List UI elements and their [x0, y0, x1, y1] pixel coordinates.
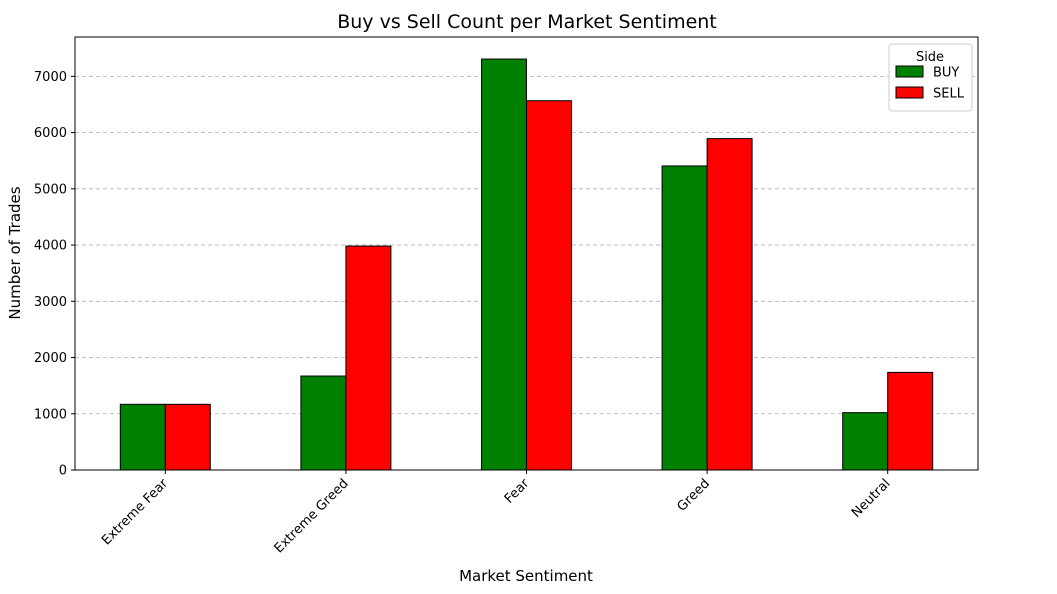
bar-sell-fear: [526, 100, 572, 471]
x-tick-label: Fear: [502, 476, 533, 507]
legend-title: Side: [916, 50, 944, 65]
y-tick-label: 6000: [34, 126, 67, 141]
y-axis-title: Number of Trades: [6, 186, 24, 319]
bar-buy-neutral: [842, 412, 889, 471]
y-tick-label: 5000: [34, 182, 67, 197]
bar-buy-greed: [661, 165, 708, 471]
bar-sell-extreme-fear: [164, 403, 211, 471]
y-tick-label: 3000: [34, 295, 67, 310]
bar-sell-extreme-greed: [345, 245, 392, 471]
legend: Side BUY SELL: [888, 43, 973, 112]
y-axis: 0 1000 2000 3000 4000 5000 6000 7000: [34, 70, 75, 479]
x-tick-label: Neutral: [849, 476, 894, 521]
y-tick-label: 4000: [34, 239, 67, 254]
legend-swatch-sell: [895, 86, 924, 99]
bar-sell-neutral: [887, 371, 934, 471]
x-axis: Extreme Fear Extreme Greed Fear Greed Neutra…: [99, 470, 894, 556]
bar-buy-fear: [481, 58, 527, 471]
legend-swatch-buy: [895, 65, 924, 78]
bars: [119, 58, 934, 471]
x-axis-title: Market Sentiment: [459, 567, 593, 585]
x-tick-label: Extreme Fear: [99, 476, 172, 549]
x-tick-label: Extreme Greed: [272, 476, 352, 556]
bar-buy-extreme-greed: [300, 375, 347, 471]
x-tick-label: Greed: [674, 476, 712, 514]
legend-label-buy: BUY: [933, 66, 959, 81]
y-tick-label: 1000: [34, 407, 67, 422]
y-tick-label: 2000: [34, 351, 67, 366]
legend-label-sell: SELL: [933, 87, 965, 102]
y-tick-label: 7000: [34, 70, 67, 85]
chart-title: Buy vs Sell Count per Market Sentiment: [337, 11, 717, 33]
bar-sell-greed: [706, 138, 753, 471]
y-tick-label: 0: [59, 464, 67, 479]
bar-buy-extreme-fear: [119, 403, 166, 471]
